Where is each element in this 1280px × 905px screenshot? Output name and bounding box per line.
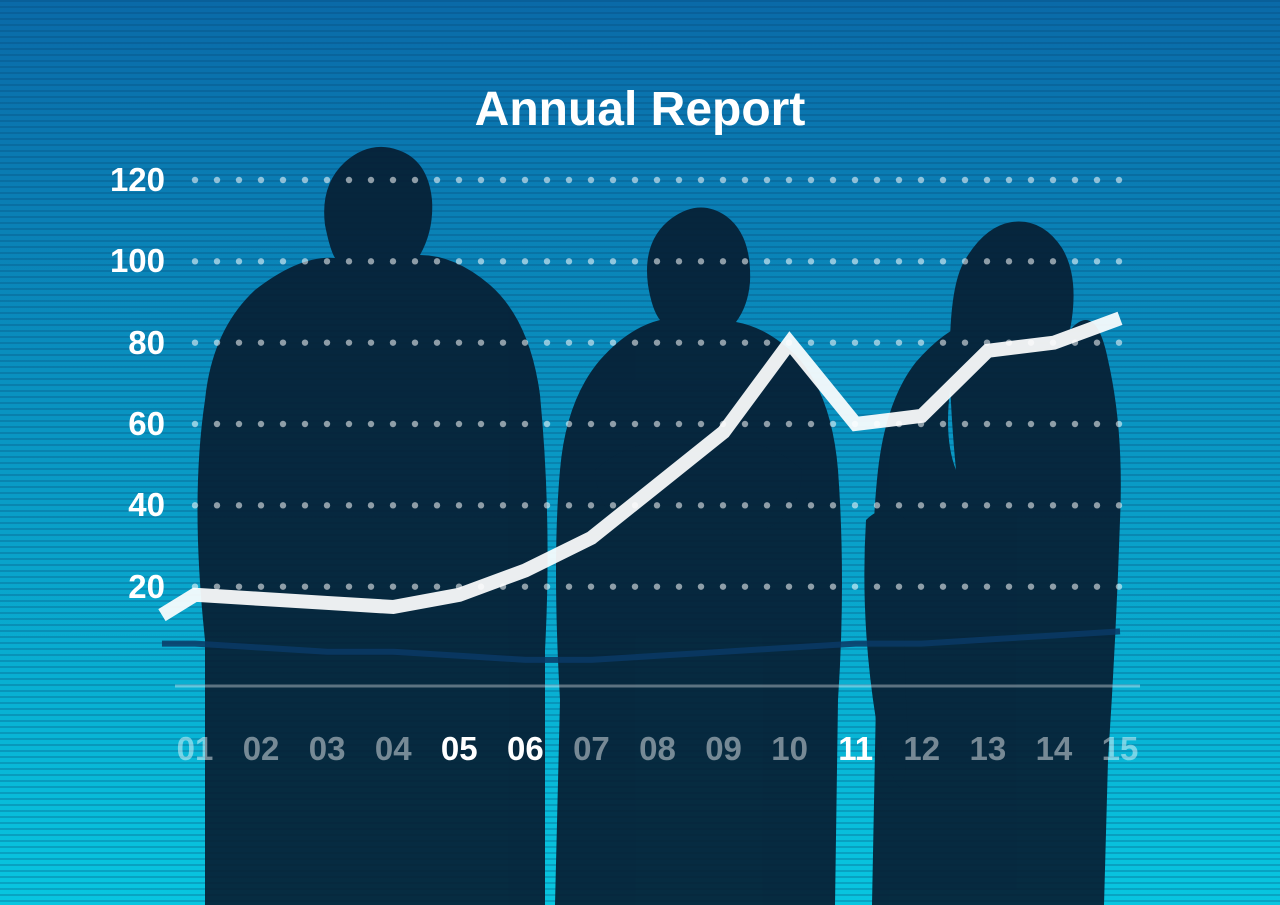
x-tick-label: 12 — [903, 730, 940, 768]
x-tick-label: 03 — [309, 730, 346, 768]
y-tick-label: 60 — [105, 405, 165, 443]
x-tick-label: 15 — [1102, 730, 1139, 768]
x-tick-label: 08 — [639, 730, 676, 768]
chart-title: Annual Report — [0, 82, 1280, 137]
x-tick-label: 05 — [441, 730, 478, 768]
y-tick-label: 120 — [105, 161, 165, 199]
chart-stage: Annual Report 20 40 60 80 100 120 01 02 03 04 05 0… — [0, 0, 1280, 905]
y-tick-label: 40 — [105, 486, 165, 524]
x-tick-label: 02 — [243, 730, 280, 768]
x-tick-label: 11 — [838, 730, 873, 768]
x-tick-label: 14 — [1036, 730, 1073, 768]
series-main — [162, 318, 1120, 615]
x-tick-label: 04 — [375, 730, 412, 768]
x-tick-label: 06 — [507, 730, 544, 768]
x-tick-label: 13 — [969, 730, 1006, 768]
x-tick-label: 07 — [573, 730, 610, 768]
y-tick-label: 20 — [105, 568, 165, 606]
x-tick-label: 09 — [705, 730, 742, 768]
y-tick-label: 100 — [105, 242, 165, 280]
series-baseline — [162, 631, 1120, 659]
x-tick-label: 10 — [771, 730, 808, 768]
x-tick-label: 01 — [177, 730, 214, 768]
y-tick-label: 80 — [105, 324, 165, 362]
